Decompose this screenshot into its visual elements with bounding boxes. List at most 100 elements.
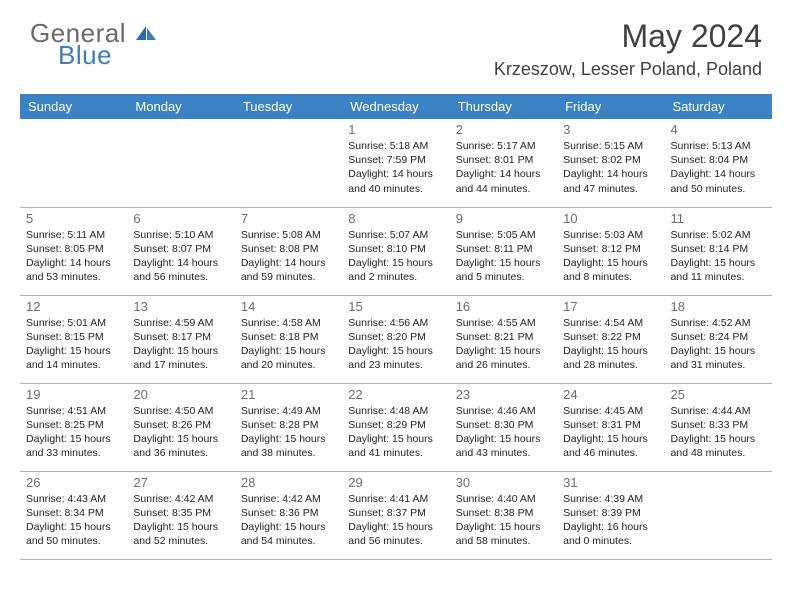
day-number: 8 bbox=[348, 211, 443, 226]
day-number: 29 bbox=[348, 475, 443, 490]
calendar-cell: 11 Sunrise: 5:02 AMSunset: 8:14 PMDayligh… bbox=[665, 207, 772, 295]
sail-icon bbox=[134, 18, 158, 36]
day-info: Sunrise: 5:01 AMSunset: 8:15 PMDaylight:… bbox=[26, 316, 121, 373]
calendar-table: SundayMondayTuesdayWednesdayThursdayFrid… bbox=[20, 94, 772, 560]
day-info: Sunrise: 5:10 AMSunset: 8:07 PMDaylight:… bbox=[133, 228, 228, 285]
calendar-cell: 12 Sunrise: 5:01 AMSunset: 8:15 PMDayligh… bbox=[20, 295, 127, 383]
day-number: 18 bbox=[671, 299, 766, 314]
calendar-cell: 31Sunrise: 4:39 AMSunset: 8:39 PMDayligh… bbox=[557, 471, 664, 559]
calendar-cell: 8Sunrise: 5:07 AMSunset: 8:10 PMDaylight… bbox=[342, 207, 449, 295]
day-info: Sunrise: 4:52 AMSunset: 8:24 PMDaylight:… bbox=[671, 316, 766, 373]
day-info: Sunrise: 5:18 AMSunset: 7:59 PMDaylight:… bbox=[348, 139, 443, 196]
day-number: 12 bbox=[26, 299, 121, 314]
day-info: Sunrise: 4:42 AMSunset: 8:35 PMDaylight:… bbox=[133, 492, 228, 549]
calendar-cell: 24 Sunrise: 4:45 AMSunset: 8:31 PMDayligh… bbox=[557, 383, 664, 471]
day-number: 3 bbox=[563, 122, 658, 137]
calendar-cell: 21 Sunrise: 4:49 AMSunset: 8:28 PMDayligh… bbox=[235, 383, 342, 471]
weekday-header: Saturday bbox=[665, 94, 772, 119]
day-number: 16 bbox=[456, 299, 551, 314]
weekday-header: Tuesday bbox=[235, 94, 342, 119]
day-info: Sunrise: 4:56 AMSunset: 8:20 PMDaylight:… bbox=[348, 316, 443, 373]
day-number: 5 bbox=[26, 211, 121, 226]
day-info: Sunrise: 5:03 AMSunset: 8:12 PMDaylight:… bbox=[563, 228, 658, 285]
calendar-row: 5 Sunrise: 5:11 AMSunset: 8:05 PMDaylight… bbox=[20, 207, 772, 295]
calendar-cell bbox=[665, 471, 772, 559]
day-info: Sunrise: 4:43 AMSunset: 8:34 PMDaylight:… bbox=[26, 492, 121, 549]
day-info: Sunrise: 5:13 AMSunset: 8:04 PMDaylight:… bbox=[671, 139, 766, 196]
day-info: Sunrise: 5:17 AMSunset: 8:01 PMDaylight:… bbox=[456, 139, 551, 196]
day-number: 14 bbox=[241, 299, 336, 314]
day-number: 13 bbox=[133, 299, 228, 314]
day-number: 30 bbox=[456, 475, 551, 490]
day-number: 15 bbox=[348, 299, 443, 314]
calendar-cell: 6 Sunrise: 5:10 AMSunset: 8:07 PMDaylight… bbox=[127, 207, 234, 295]
calendar-body: 1 Sunrise: 5:18 AMSunset: 7:59 PMDaylight… bbox=[20, 119, 772, 559]
calendar-cell: 7 Sunrise: 5:08 AMSunset: 8:08 PMDaylight… bbox=[235, 207, 342, 295]
month-title: May 2024 bbox=[494, 18, 762, 55]
day-info: Sunrise: 4:42 AMSunset: 8:36 PMDaylight:… bbox=[241, 492, 336, 549]
day-number: 1 bbox=[348, 122, 443, 137]
calendar-cell bbox=[235, 119, 342, 207]
day-number: 17 bbox=[563, 299, 658, 314]
calendar-cell bbox=[20, 119, 127, 207]
day-number: 19 bbox=[26, 387, 121, 402]
header: General Blue May 2024 Krzeszow, Lesser P… bbox=[0, 0, 792, 86]
day-info: Sunrise: 4:59 AMSunset: 8:17 PMDaylight:… bbox=[133, 316, 228, 373]
day-info: Sunrise: 4:55 AMSunset: 8:21 PMDaylight:… bbox=[456, 316, 551, 373]
calendar-cell: 3Sunrise: 5:15 AMSunset: 8:02 PMDaylight… bbox=[557, 119, 664, 207]
calendar-cell: 28 Sunrise: 4:42 AMSunset: 8:36 PMDayligh… bbox=[235, 471, 342, 559]
day-info: Sunrise: 5:11 AMSunset: 8:05 PMDaylight:… bbox=[26, 228, 121, 285]
day-number: 6 bbox=[133, 211, 228, 226]
day-number: 11 bbox=[671, 211, 766, 226]
day-number: 9 bbox=[456, 211, 551, 226]
logo-text-2: Blue bbox=[58, 45, 158, 66]
day-info: Sunrise: 4:46 AMSunset: 8:30 PMDaylight:… bbox=[456, 404, 551, 461]
calendar-cell bbox=[127, 119, 234, 207]
calendar-cell: 29 Sunrise: 4:41 AMSunset: 8:37 PMDayligh… bbox=[342, 471, 449, 559]
calendar-cell: 4Sunrise: 5:13 AMSunset: 8:04 PMDaylight… bbox=[665, 119, 772, 207]
calendar-cell: 18 Sunrise: 4:52 AMSunset: 8:24 PMDayligh… bbox=[665, 295, 772, 383]
calendar-cell: 17 Sunrise: 4:54 AMSunset: 8:22 PMDayligh… bbox=[557, 295, 664, 383]
calendar-row: 26 Sunrise: 4:43 AMSunset: 8:34 PMDayligh… bbox=[20, 471, 772, 559]
day-info: Sunrise: 4:39 AMSunset: 8:39 PMDaylight:… bbox=[563, 492, 658, 549]
weekday-header: Thursday bbox=[450, 94, 557, 119]
calendar-cell: 22Sunrise: 4:48 AMSunset: 8:29 PMDayligh… bbox=[342, 383, 449, 471]
calendar-cell: 5 Sunrise: 5:11 AMSunset: 8:05 PMDaylight… bbox=[20, 207, 127, 295]
day-number: 20 bbox=[133, 387, 228, 402]
calendar-cell: 27 Sunrise: 4:42 AMSunset: 8:35 PMDayligh… bbox=[127, 471, 234, 559]
day-number: 26 bbox=[26, 475, 121, 490]
calendar-cell: 16 Sunrise: 4:55 AMSunset: 8:21 PMDayligh… bbox=[450, 295, 557, 383]
location: Krzeszow, Lesser Poland, Poland bbox=[494, 59, 762, 80]
calendar-cell: 10Sunrise: 5:03 AMSunset: 8:12 PMDayligh… bbox=[557, 207, 664, 295]
day-info: Sunrise: 4:40 AMSunset: 8:38 PMDaylight:… bbox=[456, 492, 551, 549]
day-number: 24 bbox=[563, 387, 658, 402]
day-number: 7 bbox=[241, 211, 336, 226]
calendar-cell: 23Sunrise: 4:46 AMSunset: 8:30 PMDayligh… bbox=[450, 383, 557, 471]
calendar-cell: 19 Sunrise: 4:51 AMSunset: 8:25 PMDayligh… bbox=[20, 383, 127, 471]
calendar-row: 1 Sunrise: 5:18 AMSunset: 7:59 PMDaylight… bbox=[20, 119, 772, 207]
day-info: Sunrise: 4:58 AMSunset: 8:18 PMDaylight:… bbox=[241, 316, 336, 373]
calendar-cell: 2Sunrise: 5:17 AMSunset: 8:01 PMDaylight… bbox=[450, 119, 557, 207]
calendar-cell: 26 Sunrise: 4:43 AMSunset: 8:34 PMDayligh… bbox=[20, 471, 127, 559]
day-number: 27 bbox=[133, 475, 228, 490]
weekday-header: Sunday bbox=[20, 94, 127, 119]
calendar-cell: 30 Sunrise: 4:40 AMSunset: 8:38 PMDayligh… bbox=[450, 471, 557, 559]
day-info: Sunrise: 5:08 AMSunset: 8:08 PMDaylight:… bbox=[241, 228, 336, 285]
calendar-cell: 13 Sunrise: 4:59 AMSunset: 8:17 PMDayligh… bbox=[127, 295, 234, 383]
day-number: 28 bbox=[241, 475, 336, 490]
day-info: Sunrise: 4:45 AMSunset: 8:31 PMDaylight:… bbox=[563, 404, 658, 461]
day-number: 21 bbox=[241, 387, 336, 402]
day-number: 25 bbox=[671, 387, 766, 402]
weekday-header: Friday bbox=[557, 94, 664, 119]
day-info: Sunrise: 4:41 AMSunset: 8:37 PMDaylight:… bbox=[348, 492, 443, 549]
calendar-head: SundayMondayTuesdayWednesdayThursdayFrid… bbox=[20, 94, 772, 119]
day-info: Sunrise: 4:49 AMSunset: 8:28 PMDaylight:… bbox=[241, 404, 336, 461]
day-info: Sunrise: 4:50 AMSunset: 8:26 PMDaylight:… bbox=[133, 404, 228, 461]
day-info: Sunrise: 4:51 AMSunset: 8:25 PMDaylight:… bbox=[26, 404, 121, 461]
calendar-row: 12 Sunrise: 5:01 AMSunset: 8:15 PMDayligh… bbox=[20, 295, 772, 383]
day-info: Sunrise: 5:05 AMSunset: 8:11 PMDaylight:… bbox=[456, 228, 551, 285]
day-info: Sunrise: 5:02 AMSunset: 8:14 PMDaylight:… bbox=[671, 228, 766, 285]
day-number: 22 bbox=[348, 387, 443, 402]
day-info: Sunrise: 4:54 AMSunset: 8:22 PMDaylight:… bbox=[563, 316, 658, 373]
calendar-row: 19 Sunrise: 4:51 AMSunset: 8:25 PMDayligh… bbox=[20, 383, 772, 471]
